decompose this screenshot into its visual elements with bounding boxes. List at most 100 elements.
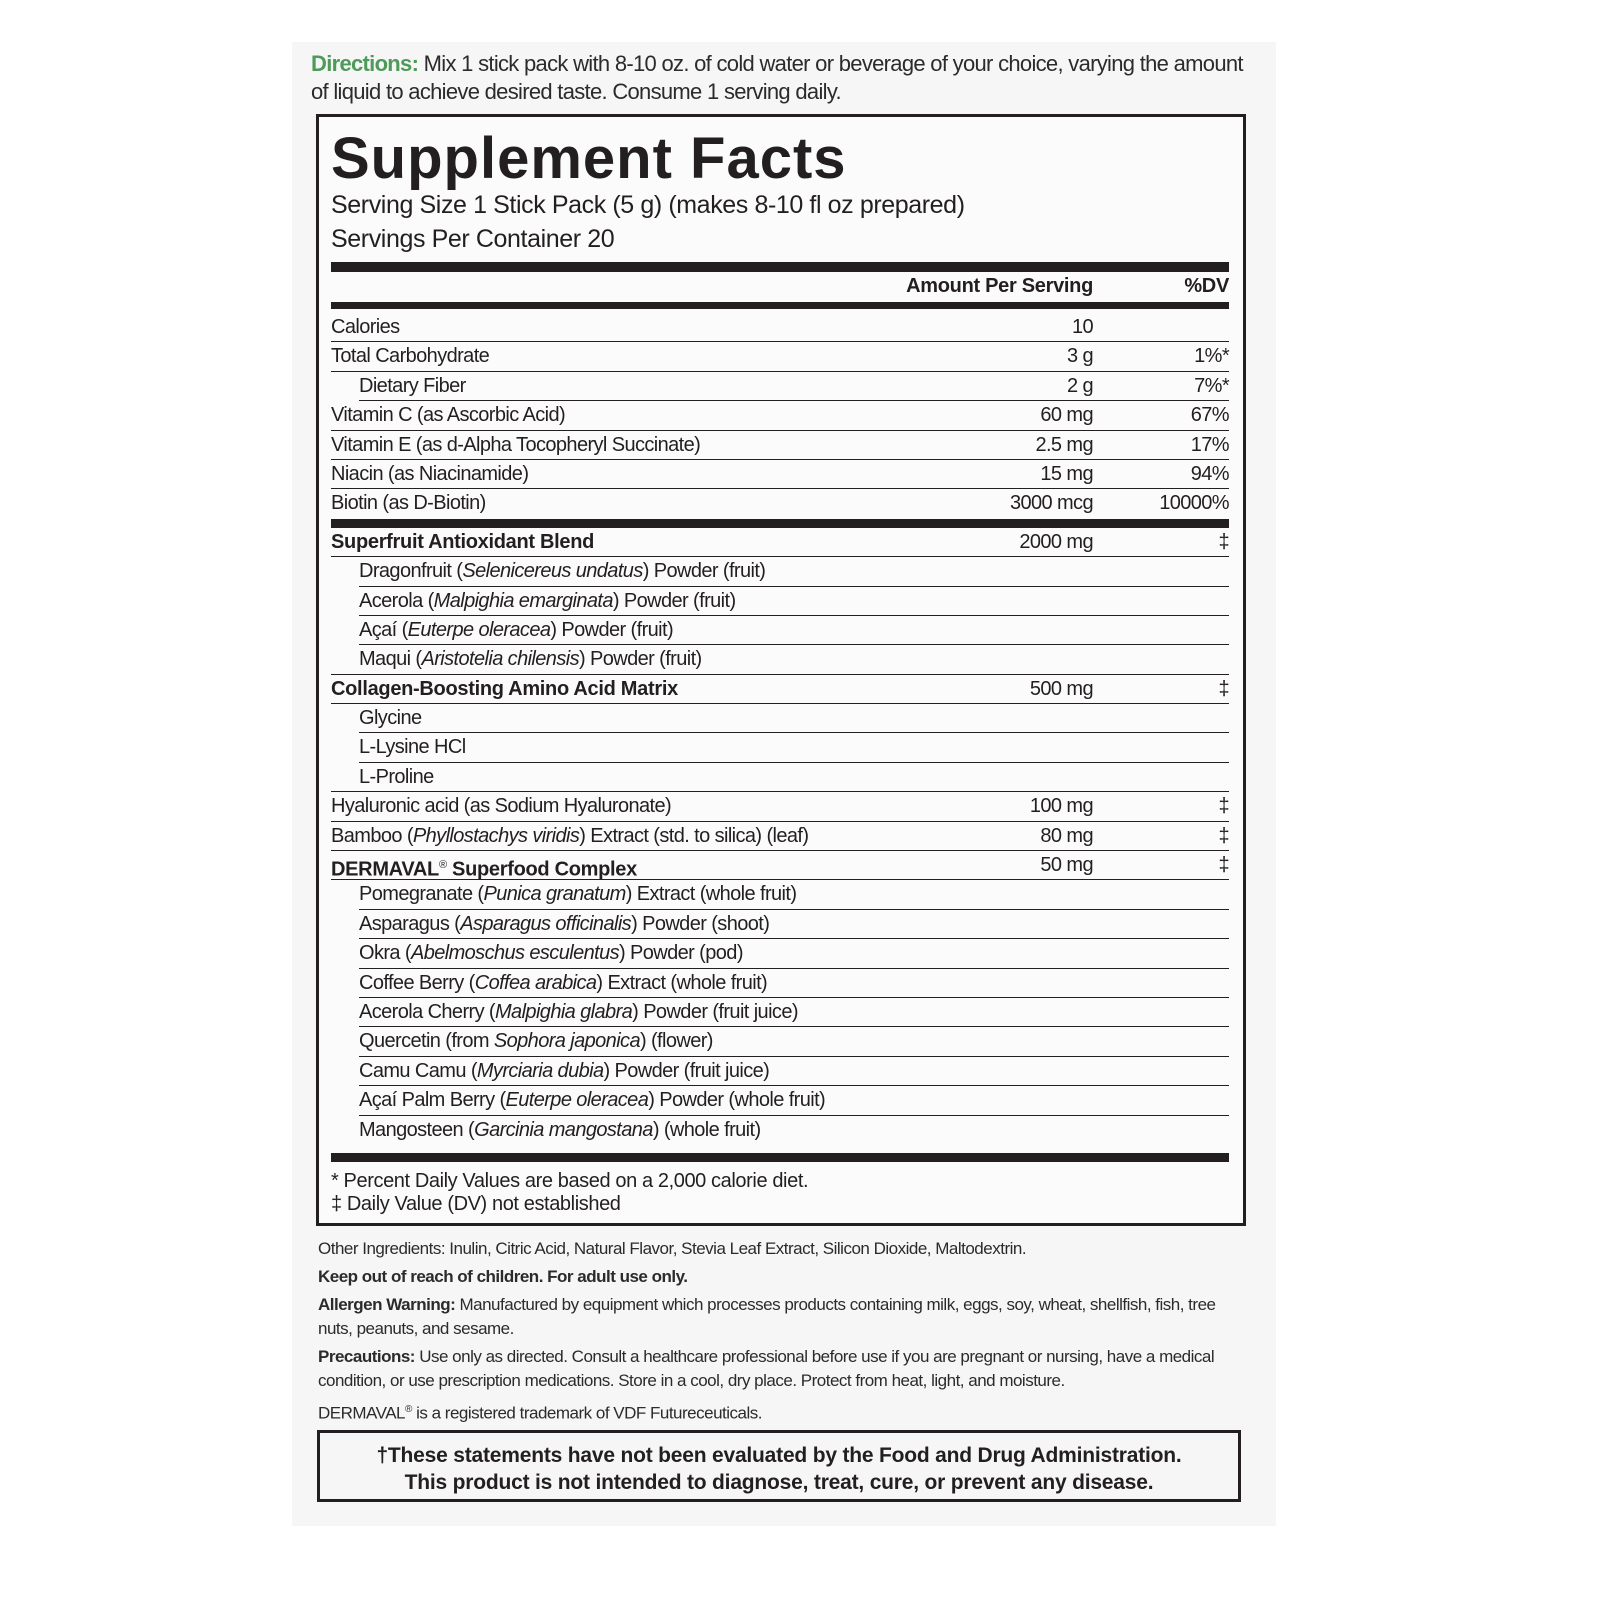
latin-name: Sophora japonica — [493, 1030, 641, 1053]
nutrient-name-text: Maqui ( — [359, 648, 422, 671]
nutrient-row: Dragonfruit (Selenicereus undatus) Powde… — [331, 557, 1229, 587]
nutrient-name: Dietary Fiber — [359, 372, 466, 401]
row-divider — [359, 400, 1229, 402]
nutrient-name: Calories — [331, 313, 400, 342]
nutrient-name: Açaí Palm Berry (Euterpe oleracea) Powde… — [359, 1086, 826, 1115]
thick-divider — [331, 262, 1229, 272]
row-divider — [331, 341, 1229, 343]
nutrient-name-text: Superfruit Antioxidant Blend — [331, 530, 595, 553]
nutrient-row: Glycine — [331, 704, 1229, 734]
dv-header: %DV — [1184, 275, 1229, 297]
nutrient-name: Coffee Berry (Coffea arabica) Extract (w… — [359, 969, 768, 998]
nutrient-name-text: Bamboo ( — [331, 824, 414, 847]
nutrient-name-text: Calories — [331, 316, 400, 338]
percent-dv: ‡ — [1218, 677, 1229, 700]
nutrient-name-suffix: ) Powder (fruit) — [612, 589, 736, 612]
nutrient-name: Maqui (Aristotelia chilensis) Powder (fr… — [359, 645, 702, 674]
nutrient-name-text: Dietary Fiber — [359, 374, 466, 397]
percent-dv: ‡ — [1218, 530, 1229, 553]
row-divider — [359, 1055, 1229, 1057]
row-divider — [359, 938, 1229, 940]
nutrient-row: Asparagus (Asparagus officinalis) Powder… — [331, 910, 1229, 940]
allergen-label: Allergen Warning: — [318, 1295, 456, 1314]
nutrient-name-suffix: ) Powder (shoot) — [631, 912, 770, 935]
nutrient-name-suffix: ) Powder (fruit) — [578, 648, 702, 671]
nutrient-name-suffix: ) (flower) — [639, 1030, 713, 1053]
nutrient-row: Okra (Abelmoschus esculentus) Powder (po… — [331, 939, 1229, 969]
nutrient-name: Superfruit Antioxidant Blend — [331, 528, 594, 557]
amount-per-serving: 500 mg — [1029, 677, 1094, 700]
percent-dv: 1%* — [1194, 345, 1229, 368]
row-divider — [359, 1114, 1229, 1116]
nutrient-row: Collagen-Boosting Amino Acid Matrix 500 m… — [331, 675, 1230, 705]
percent-dv: ‡ — [1218, 824, 1229, 847]
nutrient-name: Mangosteen (Garcinia mangostana) (whole … — [359, 1116, 761, 1145]
nutrient-name-text: Camu Camu ( — [359, 1059, 477, 1082]
nutrient-name: Dragonfruit (Selenicereus undatus) Powde… — [359, 557, 766, 586]
nutrient-row: Biotin (as D-Biotin) 3000 mcg 10000% — [331, 489, 1230, 528]
nutrient-name: Açaí (Euterpe oleracea) Powder (fruit) — [359, 616, 674, 645]
amount-per-serving: 3000 mcg — [1009, 492, 1094, 515]
trademark-notice: DERMAVAL® is a registered trademark of V… — [318, 1398, 1238, 1426]
nutrient-name: L-Lysine HCl — [359, 733, 466, 762]
row-divider — [359, 967, 1229, 969]
nutrient-name-text: Niacin (as Niacinamide) — [331, 462, 529, 485]
nutrient-name: Collagen-Boosting Amino Acid Matrix — [331, 675, 678, 704]
nutrient-name-suffix: ) Powder (fruit) — [642, 560, 766, 583]
directions-label: Directions: — [311, 51, 419, 76]
nutrient-row: Superfruit Antioxidant Blend 2000 mg ‡ — [331, 528, 1230, 558]
allergen-warning: Allergen Warning: Manufactured by equipm… — [318, 1293, 1238, 1341]
row-divider — [331, 703, 1229, 705]
nutrient-name-text: Okra ( — [359, 942, 412, 965]
percent-dv: 94% — [1190, 462, 1230, 485]
nutrient-row: Coffee Berry (Coffea arabica) Extract (w… — [331, 969, 1229, 998]
nutrient-name-suffix: ) Powder (pod) — [619, 942, 743, 965]
row-divider — [359, 1085, 1229, 1087]
nutrient-name-text: Vitamin E (as d-Alpha Tocopheryl Succina… — [331, 433, 701, 456]
amount-per-serving: 3 g — [1066, 345, 1094, 368]
nutrient-name-suffix: ) Extract (whole fruit) — [596, 971, 768, 994]
nutrient-name-text: Açaí ( — [359, 618, 408, 641]
nutrient-row: Total Carbohydrate 3 g 1%* — [331, 342, 1230, 372]
row-divider — [331, 429, 1229, 431]
nutrient-table: Calories 10 Total Carbohydrate 3 g 1%* Dietar… — [331, 313, 1230, 1145]
keep-out-warning: Keep out of reach of children. For adult… — [318, 1267, 688, 1286]
nutrient-name-text: Mangosteen ( — [359, 1118, 475, 1141]
nutrient-row: L-Lysine HCl — [331, 733, 1229, 763]
nutrient-name-text: Total Carbohydrate — [331, 345, 490, 368]
nutrient-name: Bamboo (Phyllostachys viridis) Extract (… — [331, 822, 809, 851]
nutrient-row: Vitamin C (as Ascorbic Acid) 60 mg 67% — [331, 401, 1230, 431]
latin-name: Punica granatum — [483, 883, 627, 906]
row-divider — [359, 644, 1229, 646]
latin-name: Asparagus officinalis — [460, 912, 632, 935]
nutrient-name-text: Collagen-Boosting Amino Acid Matrix — [331, 677, 678, 700]
nutrient-name: Acerola (Malpighia emarginata) Powder (f… — [359, 587, 736, 616]
nutrient-row: Pomegranate (Punica granatum) Extract (w… — [331, 880, 1229, 910]
nutrient-name: Asparagus (Asparagus officinalis) Powder… — [359, 910, 770, 939]
latin-name: Euterpe oleracea — [407, 618, 551, 641]
row-divider — [359, 585, 1229, 587]
nutrient-name-suffix: ) Powder (whole fruit) — [648, 1089, 826, 1112]
row-divider — [331, 370, 1229, 372]
amount-per-serving: 2.5 mg — [1035, 433, 1093, 456]
latin-name: Phyllostachys viridis — [412, 824, 580, 847]
row-divider — [359, 1026, 1229, 1028]
servings-per-container: Servings Per Container 20 — [331, 225, 615, 253]
precautions: Precautions: Use only as directed. Consu… — [318, 1345, 1238, 1393]
nutrient-name: Biotin (as D-Biotin) — [331, 489, 486, 518]
nutrient-row: Acerola (Malpighia emarginata) Powder (f… — [331, 587, 1229, 616]
nutrient-row: Açaí Palm Berry (Euterpe oleracea) Powde… — [331, 1086, 1229, 1116]
other-ingredients: Other Ingredients: Inulin, Citric Acid, … — [318, 1239, 1027, 1258]
nutrient-name-text: Hyaluronic acid (as Sodium Hyaluronate) — [331, 795, 672, 818]
latin-name: Coffea arabica — [474, 971, 597, 994]
nutrient-name-text: Asparagus ( — [359, 912, 461, 935]
nutrient-name-suffix: ) Extract (whole fruit) — [625, 883, 797, 906]
nutrient-name: Vitamin C (as Ascorbic Acid) — [331, 401, 566, 430]
amount-per-serving: 100 mg — [1029, 795, 1094, 818]
nutrient-name-text: Coffee Berry ( — [359, 971, 475, 994]
nutrient-row: Maqui (Aristotelia chilensis) Powder (fr… — [331, 645, 1229, 675]
row-divider — [331, 879, 1229, 881]
row-divider — [331, 518, 1229, 528]
nutrient-name-suffix: ) Powder (fruit) — [550, 618, 674, 641]
nutrient-name: DERMAVAL® Superfood Complex — [331, 851, 637, 885]
